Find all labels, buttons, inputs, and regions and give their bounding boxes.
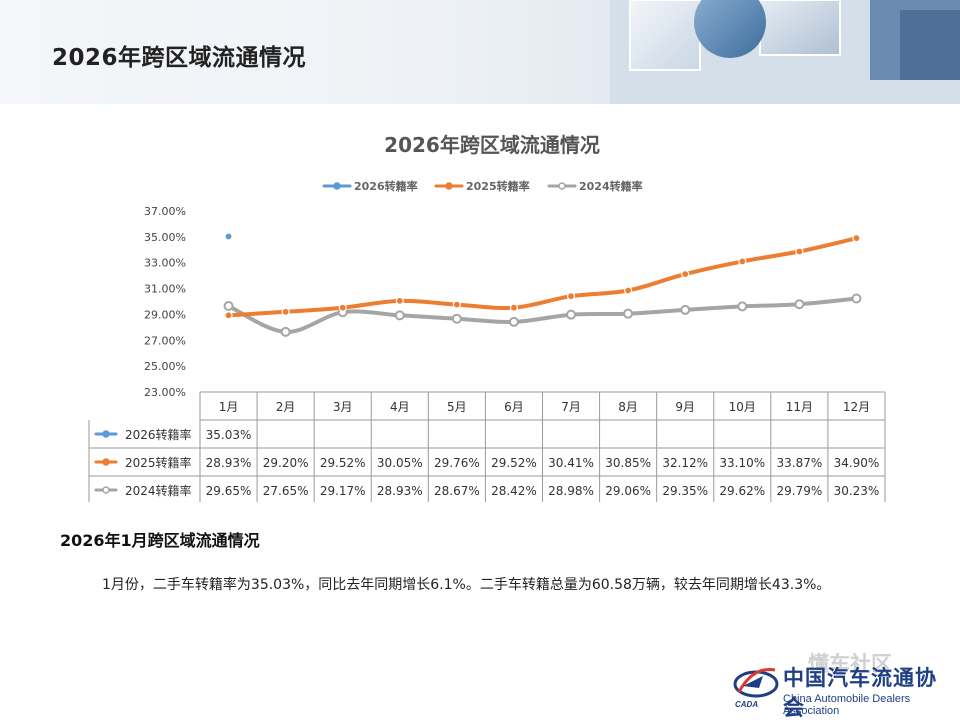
legend-label: 2026转籍率 bbox=[354, 179, 418, 193]
data-point bbox=[281, 307, 290, 316]
table-legend-marker bbox=[102, 486, 110, 494]
x-tick-label: 7月 bbox=[561, 400, 581, 414]
logo-abbreviation: CADA bbox=[735, 700, 759, 709]
data-point bbox=[338, 303, 347, 312]
y-tick-label: 37.00% bbox=[144, 205, 186, 218]
line-chart: 2026年跨区域流通情况 2026转籍率 2025转籍率 2024转籍率 37.00% 3… bbox=[88, 133, 886, 502]
data-point bbox=[681, 269, 690, 279]
association-logo: CADA 中国汽车流通协会 China Automobile Dealers A… bbox=[733, 660, 955, 720]
legend-label: 2025转籍率 bbox=[466, 179, 530, 193]
chart-container: 2026年跨区域流通情况 2026转籍率 2025转籍率 2024转籍率 37.00% 3… bbox=[62, 110, 898, 502]
table-value-cell: 29.62% bbox=[719, 484, 765, 498]
data-point bbox=[566, 309, 577, 320]
y-tick-label: 31.00% bbox=[144, 283, 186, 296]
data-point bbox=[794, 299, 805, 310]
table-value-cell: 35.03% bbox=[206, 428, 252, 442]
logo-name-cn: 中国汽车流通协会 bbox=[783, 665, 937, 720]
data-point bbox=[224, 311, 233, 320]
y-tick-label: 29.00% bbox=[144, 308, 186, 321]
x-tick-label: 1月 bbox=[219, 400, 239, 414]
legend-label: 2024转籍率 bbox=[579, 179, 643, 193]
table-legend-marker bbox=[102, 458, 110, 466]
data-point bbox=[624, 286, 633, 295]
data-point bbox=[509, 303, 519, 312]
data-point bbox=[738, 257, 747, 266]
table-value-cell: 28.42% bbox=[491, 484, 537, 498]
x-tick-label: 2月 bbox=[276, 400, 296, 414]
table-value-cell: 29.20% bbox=[263, 456, 309, 470]
table-value-cell: 29.06% bbox=[605, 484, 651, 498]
y-tick-label: 27.00% bbox=[144, 334, 186, 347]
table-value-cell: 28.98% bbox=[548, 484, 594, 498]
data-point bbox=[394, 310, 405, 321]
x-tick-label: 5月 bbox=[447, 400, 467, 414]
x-tick-label: 4月 bbox=[390, 400, 410, 414]
y-tick-label: 33.00% bbox=[144, 257, 186, 270]
data-point bbox=[852, 234, 861, 243]
data-point bbox=[508, 316, 519, 327]
table-value-cell: 29.76% bbox=[434, 456, 480, 470]
table-value-cell: 34.90% bbox=[834, 456, 880, 470]
header-decoration-image bbox=[610, 0, 960, 104]
series-line bbox=[226, 236, 859, 318]
cada-emblem-icon bbox=[733, 667, 779, 698]
table-legend-marker bbox=[102, 430, 110, 438]
table-value-cell: 28.93% bbox=[206, 456, 252, 470]
page-title: 2026年跨区域流通情况 bbox=[52, 45, 307, 71]
x-tick-label: 8月 bbox=[618, 400, 638, 414]
table-value-cell: 29.52% bbox=[491, 456, 537, 470]
y-tick-label: 25.00% bbox=[144, 360, 186, 373]
x-tick-label: 3月 bbox=[333, 400, 353, 414]
header-banner: 2026年跨区域流通情况 bbox=[0, 0, 960, 104]
table-value-cell: 28.93% bbox=[377, 484, 423, 498]
summary-paragraph: 1月份，二手车转籍率为35.03%，同比去年同期增长6.1%。二手车转籍总量为6… bbox=[102, 577, 831, 593]
data-point bbox=[452, 300, 461, 309]
x-tick-label: 10月 bbox=[729, 400, 756, 414]
table-series-label: 2026转籍率 bbox=[125, 427, 192, 442]
table-series-label: 2025转籍率 bbox=[125, 455, 192, 470]
data-point bbox=[280, 326, 291, 337]
data-point bbox=[795, 247, 804, 256]
data-point bbox=[224, 232, 233, 241]
data-point bbox=[851, 293, 862, 304]
watermark-text: 懂车社区 bbox=[808, 652, 892, 676]
table-value-cell: 32.12% bbox=[662, 456, 708, 470]
table-value-cell: 29.35% bbox=[662, 484, 708, 498]
table-value-cell: 30.23% bbox=[834, 484, 880, 498]
data-point bbox=[395, 296, 404, 305]
data-point bbox=[737, 301, 748, 312]
data-point bbox=[566, 292, 576, 301]
chart-title: 2026年跨区域流通情况 bbox=[384, 133, 600, 157]
table-value-cell: 29.17% bbox=[320, 484, 366, 498]
table-value-cell: 30.05% bbox=[377, 456, 423, 470]
x-tick-label: 11月 bbox=[786, 400, 813, 414]
legend-swatch-marker bbox=[333, 182, 341, 190]
x-tick-label: 12月 bbox=[843, 400, 870, 414]
table-value-cell: 28.67% bbox=[434, 484, 480, 498]
section-heading: 2026年1月跨区域流通情况 bbox=[60, 531, 260, 550]
table-value-cell: 27.65% bbox=[263, 484, 309, 498]
table-series-label: 2024转籍率 bbox=[125, 483, 192, 498]
table-value-cell: 33.87% bbox=[776, 456, 822, 470]
data-point bbox=[223, 301, 234, 312]
y-tick-label: 23.00% bbox=[144, 386, 186, 399]
y-tick-label: 35.00% bbox=[144, 231, 186, 244]
x-tick-label: 9月 bbox=[675, 400, 695, 414]
table-value-cell: 29.65% bbox=[206, 484, 252, 498]
table-value-cell: 30.41% bbox=[548, 456, 594, 470]
data-point bbox=[680, 304, 691, 315]
legend-swatch-marker bbox=[558, 182, 566, 190]
table-value-cell: 30.85% bbox=[605, 456, 651, 470]
legend-swatch-marker bbox=[445, 182, 453, 190]
table-value-cell: 29.79% bbox=[776, 484, 822, 498]
data-point bbox=[451, 313, 462, 324]
table-value-cell: 29.52% bbox=[320, 456, 366, 470]
table-value-cell: 33.10% bbox=[719, 456, 765, 470]
data-point bbox=[623, 308, 634, 319]
x-tick-label: 6月 bbox=[504, 400, 524, 414]
logo-name-en: China Automobile Dealers Association bbox=[783, 693, 911, 717]
